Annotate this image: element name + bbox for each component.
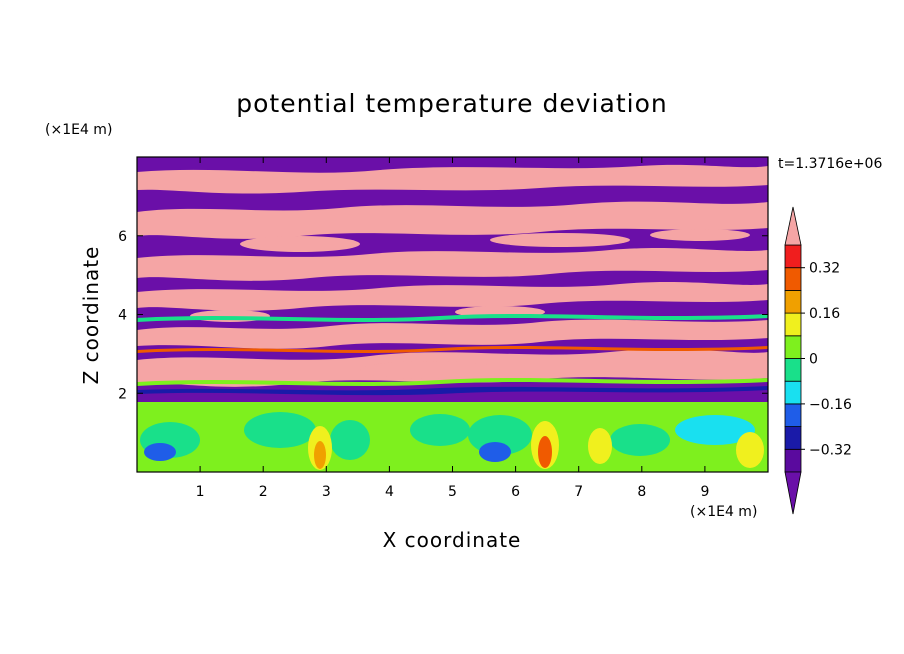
colorbar-label: −0.16 — [809, 397, 852, 413]
x-tick-label: 3 — [322, 484, 331, 500]
chart-title: potential temperature deviation — [236, 89, 667, 118]
colorbar-segment — [784, 267, 802, 291]
colorbar-over-arrow — [784, 206, 802, 246]
y-axis-title: Z coordinate — [79, 246, 103, 385]
colorbar-segment — [784, 426, 802, 450]
colorbar-label: 0.16 — [809, 306, 840, 322]
x-tick-label: 5 — [448, 484, 457, 500]
colorbar-segment — [784, 403, 802, 427]
colorbar-segment — [784, 244, 802, 269]
x-tick-label: 9 — [700, 484, 709, 500]
y-tick-label: 6 — [118, 229, 127, 245]
lower-cool-patches — [140, 412, 755, 462]
y-axis-ticks: 2 4 6 — [118, 229, 768, 402]
colorbar-label: 0.32 — [809, 261, 840, 277]
x-axis-title: X coordinate — [383, 528, 522, 552]
y-tick-label: 4 — [118, 308, 127, 324]
x-tick-label: 2 — [259, 484, 268, 500]
x-tick-label: 6 — [511, 484, 520, 500]
colorbar-segment — [784, 448, 802, 473]
x-tick-label: 8 — [637, 484, 646, 500]
lower-warm-plumes — [308, 421, 764, 470]
colorbar-segment — [784, 289, 802, 314]
x-tick-label: 4 — [385, 484, 394, 500]
colorbar-segment — [784, 312, 802, 337]
colorbar-label: 0 — [809, 352, 818, 368]
colorbar-segment — [784, 380, 802, 405]
contour-field — [137, 157, 768, 472]
time-label: t=1.3716e+06 — [778, 156, 882, 172]
colorbar-segment — [784, 358, 802, 382]
transition-band — [137, 314, 768, 396]
x-axis-ticks: 1 2 3 4 5 6 7 8 9 — [196, 157, 709, 500]
x-tick-label: 7 — [574, 484, 583, 500]
x-tick-label: 1 — [196, 484, 205, 500]
colorbar: 0.32 0.16 0 −0.16 −0.32 — [784, 206, 852, 515]
colorbar-label: −0.32 — [809, 442, 852, 458]
y-tick-label: 2 — [118, 386, 127, 402]
x-axis-unit: (×1E4 m) — [690, 504, 757, 520]
colorbar-segment — [784, 335, 802, 359]
colorbar-under-arrow — [784, 471, 802, 515]
y-axis-unit: (×1E4 m) — [45, 122, 112, 138]
